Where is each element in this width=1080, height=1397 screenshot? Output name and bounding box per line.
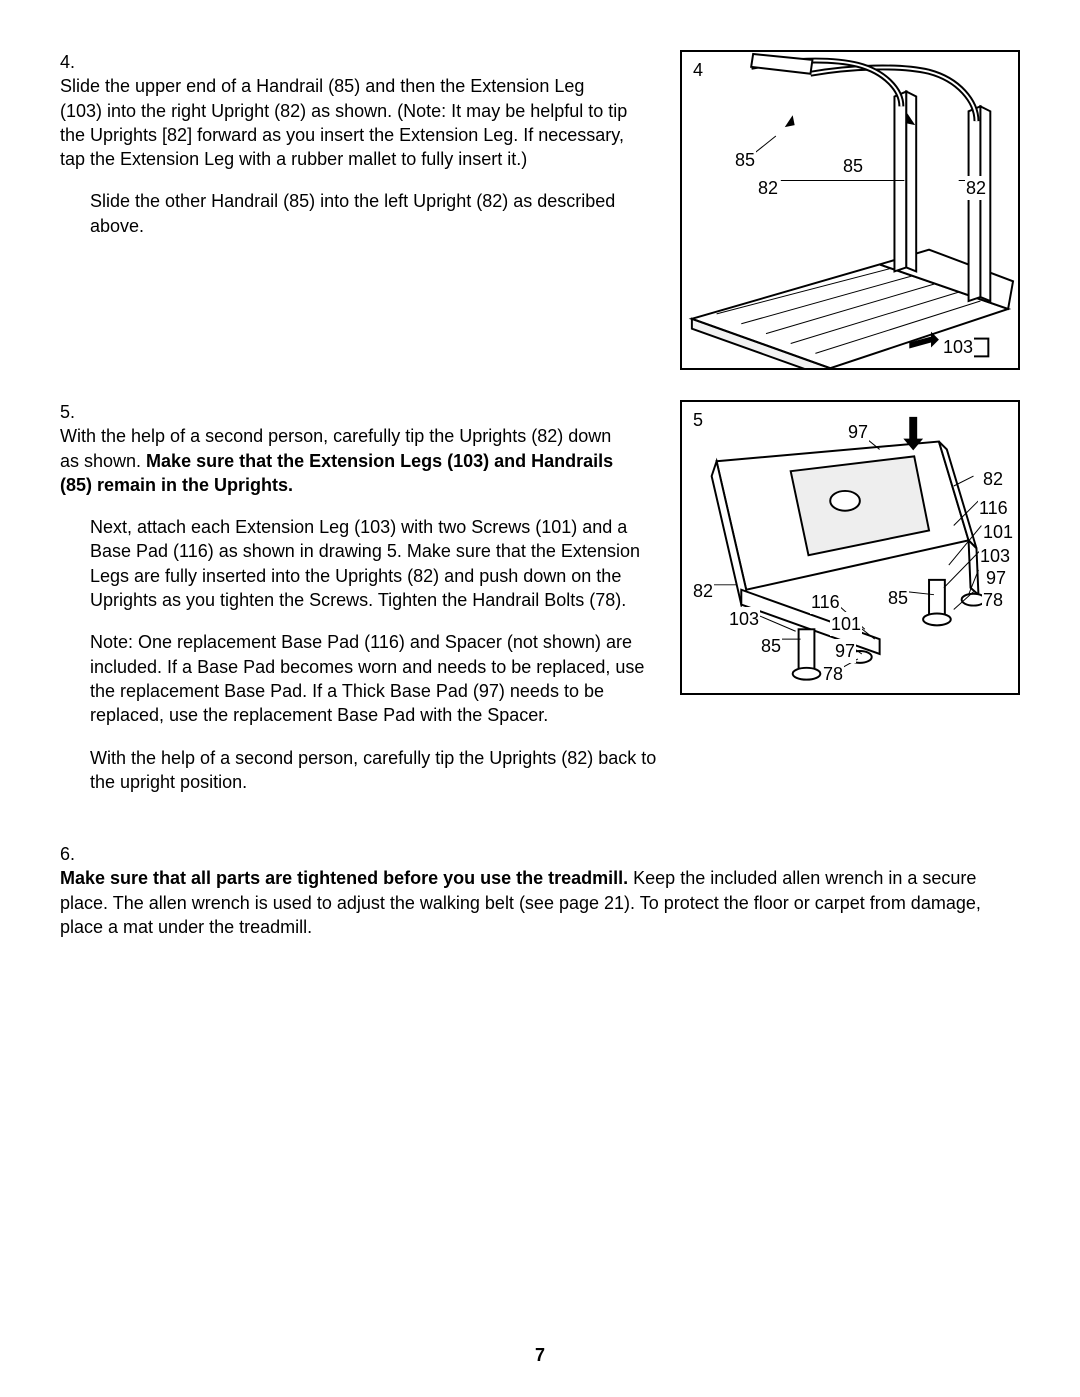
fig5-l82: 82 [692,579,714,603]
figure-5-number: 5 [692,408,704,432]
step-5-number: 5. [60,400,86,424]
fig5-b97: 97 [834,639,856,663]
fig4-label-103: 103 [942,335,974,359]
fig5-b116: 116 [810,590,841,614]
fig5-b85l: 85 [760,634,782,658]
figure-4-number: 4 [692,58,704,82]
step-4-text: 4. Slide the upper end of a Handrail (85… [60,50,680,256]
step-5-text: 5. With the help of a second person, car… [60,400,680,812]
fig5-r78: 78 [982,588,1004,612]
fig5-t97: 97 [847,420,869,444]
fig4-label-85a: 85 [734,148,756,172]
step-6-number: 6. [60,842,86,866]
fig5-r103: 103 [979,544,1011,568]
fig5-b103: 103 [728,607,760,631]
fig4-label-82a: 82 [757,176,779,200]
step-5-p2: Next, attach each Extension Leg (103) wi… [60,515,660,612]
fig4-label-82b: 82 [965,176,987,200]
fig5-r101: 101 [982,520,1014,544]
step-5-p4: With the help of a second person, carefu… [60,746,660,795]
step-4-p1: Slide the upper end of a Handrail (85) a… [60,74,630,171]
step-6-p1a: Make sure that all parts are tightened b… [60,868,628,888]
step-6: 6. Make sure that all parts are tightene… [60,842,1020,939]
fig5-r116: 116 [978,496,1009,520]
figure-4-svg [682,52,1018,368]
step-4: 4. Slide the upper end of a Handrail (85… [60,50,1020,370]
fig5-b85r: 85 [887,586,909,610]
figure-4: 4 [680,50,1020,370]
fig5-b101: 101 [830,612,862,636]
step-5-p3: Note: One replacement Base Pad (116) and… [60,630,660,727]
fig5-r97: 97 [985,566,1007,590]
step-4-number: 4. [60,50,86,74]
figure-5: 5 [680,400,1020,695]
fig5-b78: 78 [822,662,844,686]
fig5-r82: 82 [982,467,1004,491]
fig4-label-85b: 85 [842,154,864,178]
step-5: 5. With the help of a second person, car… [60,400,1020,812]
step-4-p2: Slide the other Handrail (85) into the l… [90,191,615,235]
page-number: 7 [0,1343,1080,1367]
